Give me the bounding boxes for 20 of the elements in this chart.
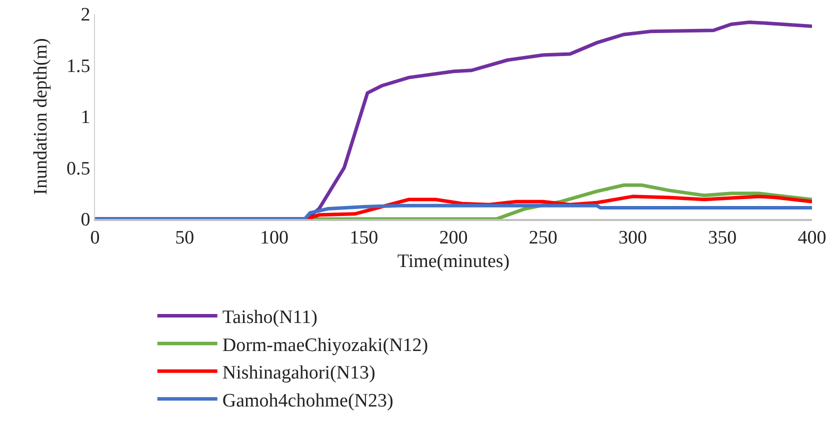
y-axis-title: Inundation depth(m): [30, 38, 52, 195]
line-series: [95, 204, 812, 219]
y-tick-label: 2: [80, 4, 90, 26]
x-tick-label: 400: [798, 228, 826, 249]
x-tick-label: 300: [618, 228, 647, 249]
y-tick-label: 0: [80, 210, 90, 231]
legend-label: Dorm-maeChiyozaki(N12): [222, 334, 428, 356]
x-tick-label: 100: [260, 228, 288, 249]
x-tick-label: 150: [350, 228, 378, 249]
legend-label: Taisho(N11): [222, 307, 318, 328]
x-tick-label: 50: [175, 228, 194, 249]
legend-label: Nishinagahori(N13): [222, 362, 376, 384]
x-tick-label: 350: [708, 228, 737, 249]
y-tick-label: 1: [80, 107, 90, 128]
y-tick-label: 1.5: [66, 56, 90, 77]
x-tick-label: 250: [528, 228, 558, 249]
y-tick-label: 0.5: [66, 158, 90, 180]
x-tick-label: 200: [439, 228, 468, 249]
x-axis-title: Time(minutes): [397, 250, 510, 272]
legend-label: Gamoh4chohme(N23): [222, 390, 394, 412]
